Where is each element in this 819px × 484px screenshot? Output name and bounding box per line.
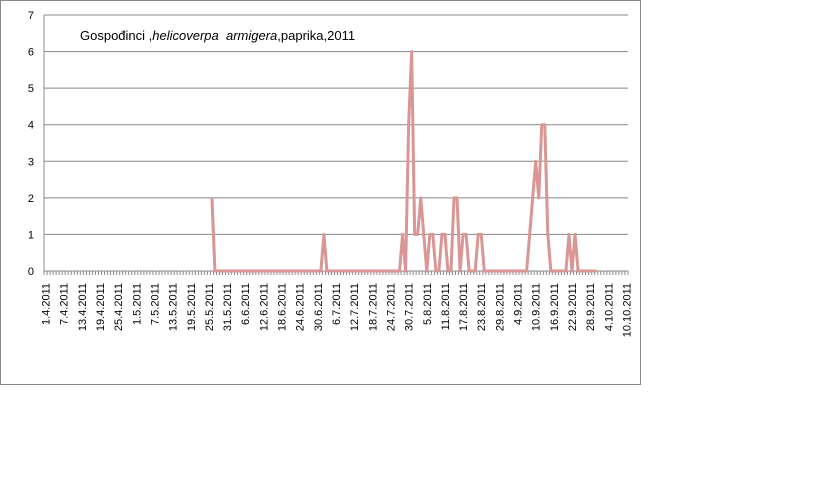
y-tick-label: 0: [28, 266, 34, 278]
data-line: [210, 50, 597, 273]
x-tick-label: 7.4.2011: [59, 283, 71, 325]
x-tick-label: 22.9.2011: [567, 283, 579, 331]
x-tick-label: 23.8.2011: [476, 283, 488, 331]
title-part: helicoverpa armigera: [152, 28, 277, 43]
x-tick-label: 18.7.2011: [367, 283, 379, 331]
y-tick-label: 2: [28, 193, 34, 205]
y-tick-label: 6: [28, 47, 34, 59]
x-tick-label: 10.10.2011: [621, 283, 633, 337]
x-tick-label: 6.7.2011: [331, 283, 343, 325]
x-tick-label: 24.7.2011: [385, 283, 397, 331]
x-tick-label: 12.6.2011: [258, 283, 270, 331]
x-tick-label: 16.9.2011: [549, 283, 561, 331]
x-tick-label: 30.6.2011: [313, 283, 325, 331]
x-tick-label: 18.6.2011: [277, 283, 289, 331]
x-tick-label: 25.4.2011: [113, 283, 125, 331]
x-tick-label: 29.8.2011: [494, 283, 506, 331]
x-tick-label: 5.8.2011: [422, 283, 434, 325]
x-tick-label: 31.5.2011: [222, 283, 234, 331]
title-part: Gospođinci ,: [80, 28, 152, 43]
x-tick-label: 12.7.2011: [349, 283, 361, 331]
x-tick-label: 13.4.2011: [77, 283, 89, 331]
y-tick-label: 3: [28, 156, 34, 168]
x-tick-label: 19.5.2011: [186, 283, 198, 331]
y-tick-label: 7: [28, 10, 34, 22]
x-tick-label: 19.4.2011: [95, 283, 107, 331]
y-tick-label: 1: [28, 229, 34, 241]
x-tick-label: 1.4.2011: [41, 283, 53, 325]
x-tick-label: 10.9.2011: [531, 283, 543, 331]
x-tick-label: 13.5.2011: [168, 283, 180, 331]
x-tick-label: 1.5.2011: [131, 283, 143, 325]
x-tick-label: 6.6.2011: [240, 283, 252, 325]
title-part: ,paprika,2011: [277, 28, 355, 43]
x-tick-label: 4.9.2011: [513, 283, 525, 325]
x-tick-label: 17.8.2011: [458, 283, 470, 331]
y-tick-label: 4: [28, 120, 34, 132]
chart-title: Gospođinci ,helicoverpa armigera,paprika…: [80, 28, 355, 43]
x-tick-label: 24.6.2011: [295, 283, 307, 331]
x-tick-label: 4.10.2011: [603, 283, 615, 331]
y-tick-label: 5: [28, 83, 34, 95]
x-tick-label: 30.7.2011: [404, 283, 416, 331]
x-tick-label: 25.5.2011: [204, 283, 216, 331]
x-tick-label: 7.5.2011: [149, 283, 161, 325]
x-tick-label: 11.8.2011: [440, 283, 452, 330]
x-tick-label: 28.9.2011: [585, 283, 597, 331]
